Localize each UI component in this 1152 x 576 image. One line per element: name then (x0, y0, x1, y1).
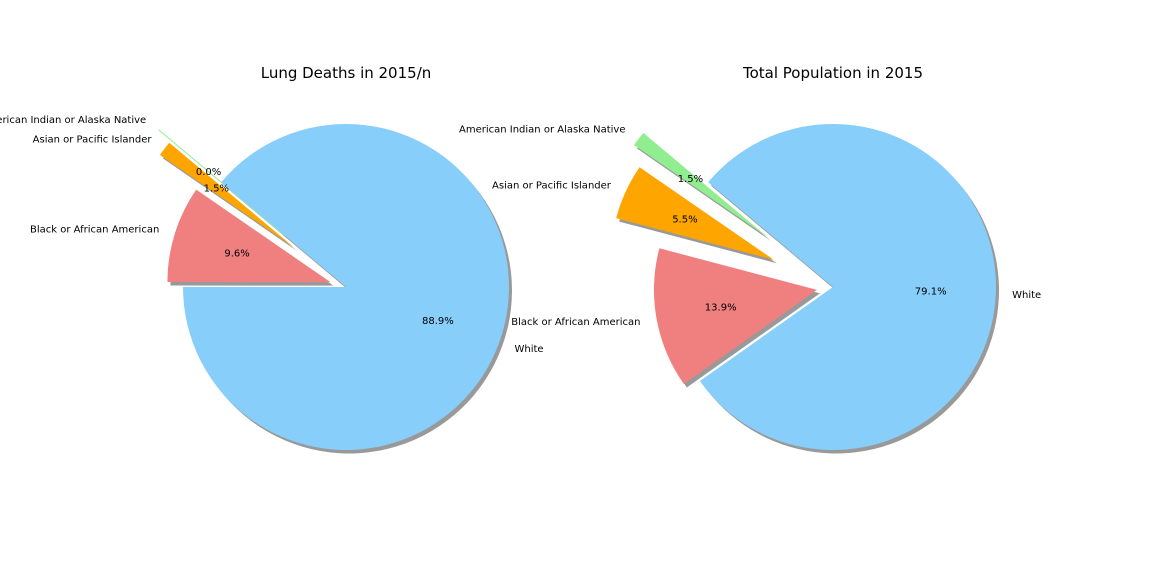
wedge-white (182, 123, 509, 450)
chart-title: Total Population in 2015 (742, 64, 923, 82)
category-label-black-or-african-american: Black or African American (30, 224, 159, 235)
pie-chart-lung-deaths: Lung Deaths in 2015/n American Indian or… (0, 64, 544, 454)
percent-label-asian-or-pacific-islander: 1.5% (204, 184, 229, 195)
wedge-american-indian-or-alaska-native (634, 132, 769, 238)
percent-label-american-indian-or-alaska-native: 0.0% (196, 167, 221, 178)
wedge-black-or-african-american (653, 248, 817, 384)
percent-label-black-or-african-american: 13.9% (705, 303, 737, 314)
percent-label-asian-or-pacific-islander: 5.5% (672, 214, 697, 225)
wedge-asian-or-pacific-islander (159, 142, 295, 248)
wedge-black-or-african-american (167, 189, 331, 283)
category-label-american-indian-or-alaska-native: American Indian or Alaska Native (459, 125, 626, 136)
percent-label-white: 79.1% (915, 287, 947, 298)
percent-label-white: 88.9% (422, 316, 454, 327)
category-label-asian-or-pacific-islander: Asian or Pacific Islander (33, 134, 153, 145)
chart-title: Lung Deaths in 2015/n (261, 64, 432, 82)
wedge-asian-or-pacific-islander (616, 167, 774, 260)
category-label-asian-or-pacific-islander: Asian or Pacific Islander (492, 180, 612, 191)
category-label-white: White (515, 344, 544, 355)
category-label-american-indian-or-alaska-native: American Indian or Alaska Native (0, 115, 146, 126)
percent-label-american-indian-or-alaska-native: 1.5% (678, 174, 703, 185)
category-label-white: White (1012, 290, 1041, 301)
wedge-white (699, 123, 996, 450)
percent-label-black-or-african-american: 9.6% (224, 249, 249, 260)
category-label-black-or-african-american: Black or African American (511, 317, 640, 328)
pie-chart-total-population: Total Population in 2015 American Indian… (459, 64, 1041, 454)
